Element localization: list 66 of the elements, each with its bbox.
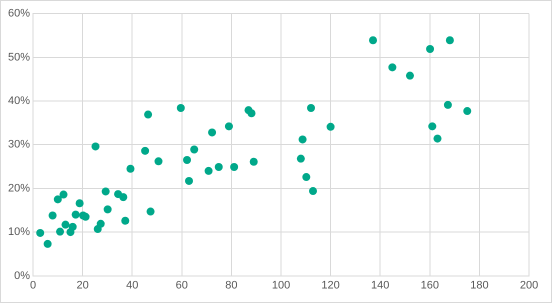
point <box>185 176 194 185</box>
point <box>121 216 130 225</box>
point <box>369 36 378 44</box>
point <box>208 128 216 136</box>
x-tick-label: 140 <box>371 279 390 292</box>
point <box>144 110 152 119</box>
point <box>76 199 84 208</box>
x-tick-label: 160 <box>420 279 439 292</box>
point <box>62 220 70 229</box>
point <box>154 157 162 166</box>
x-tick-label: 80 <box>225 279 238 292</box>
y-tick-label: 0% <box>14 270 30 282</box>
x-tick-label: 200 <box>520 279 538 292</box>
x-tick-label: 120 <box>321 279 340 292</box>
point <box>204 166 213 175</box>
point <box>406 72 414 80</box>
point <box>72 210 80 219</box>
point <box>126 164 134 173</box>
point <box>48 211 57 220</box>
point <box>176 104 185 112</box>
point <box>104 205 112 214</box>
x-tick-label: 20 <box>76 279 89 292</box>
point <box>119 193 128 202</box>
x-tick-label: 180 <box>470 279 489 292</box>
point <box>307 104 316 112</box>
point <box>247 109 256 118</box>
point <box>426 44 434 53</box>
point <box>56 228 64 236</box>
point <box>296 154 305 163</box>
point <box>96 220 105 228</box>
point <box>230 162 238 171</box>
point <box>92 142 100 150</box>
x-tick-label: 0 <box>30 279 36 292</box>
point <box>428 122 436 130</box>
point <box>60 190 68 199</box>
point <box>190 146 198 154</box>
x-tick-label: 60 <box>176 279 188 292</box>
y-tick-label: 10% <box>8 226 30 238</box>
point <box>298 135 307 144</box>
y-tick-label: 30% <box>8 138 30 151</box>
point <box>68 222 77 231</box>
point <box>388 63 396 72</box>
point <box>82 212 90 221</box>
y-tick-label: 40% <box>8 95 30 108</box>
point <box>302 173 310 182</box>
point <box>446 36 454 44</box>
point <box>141 146 150 155</box>
y-tick-label: 60% <box>8 8 30 20</box>
y-tick-label: 20% <box>8 182 30 194</box>
point <box>444 100 452 109</box>
point <box>44 240 52 248</box>
point <box>36 228 44 237</box>
point <box>224 122 233 130</box>
point <box>463 107 472 116</box>
point <box>433 134 442 143</box>
point <box>250 158 258 166</box>
x-tick-label: 100 <box>272 279 290 292</box>
point <box>54 195 62 204</box>
point <box>102 187 110 196</box>
point <box>146 208 155 216</box>
x-tick-label: 40 <box>126 279 138 292</box>
y-tick-label: 50% <box>8 51 30 64</box>
point <box>183 156 192 164</box>
point <box>309 187 317 196</box>
point <box>326 122 335 131</box>
point <box>214 162 223 171</box>
